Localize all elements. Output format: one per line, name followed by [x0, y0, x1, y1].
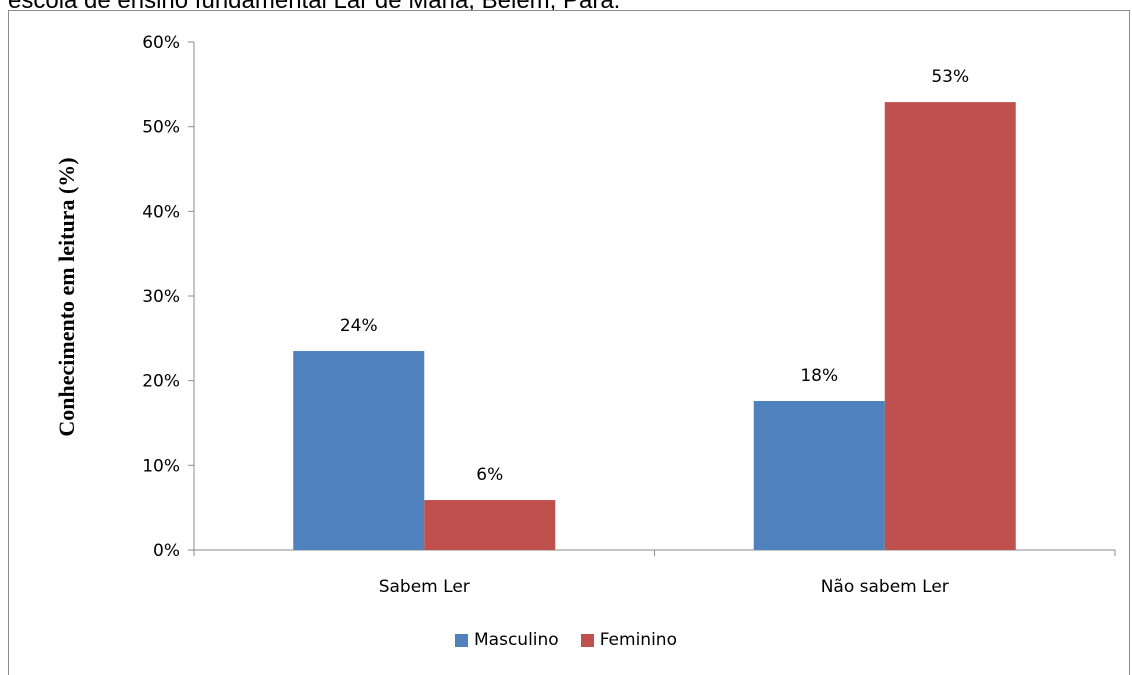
legend-label-feminino: Feminino	[599, 630, 677, 650]
legend-swatch-feminino	[580, 633, 594, 647]
bar-chart: Conhecimento em leitura (%) 0% 10% 20% 30% 4…	[54, 33, 1116, 597]
y-axis-label: Conhecimento em leitura (%)	[54, 157, 79, 436]
y-tick-label: 20%	[142, 372, 180, 392]
bar-value-label: 18%	[800, 366, 838, 386]
y-tick-label: 50%	[142, 118, 180, 138]
y-tick-label: 60%	[142, 33, 180, 53]
y-tick-label: 0%	[153, 541, 180, 561]
legend-item-feminino: Feminino	[580, 630, 677, 650]
y-tick-label: 10%	[142, 456, 180, 476]
legend-label-masculino: Masculino	[474, 630, 559, 650]
y-tick-label: 40%	[142, 202, 180, 222]
bar-value-label: 53%	[931, 67, 969, 87]
y-tick-label: 30%	[142, 287, 180, 307]
x-tick-label: Sabem Ler	[379, 577, 470, 597]
chart-frame	[8, 10, 1130, 675]
legend-item-masculino: Masculino	[455, 630, 559, 650]
data-labels: 24% 6% 18% 53%	[340, 67, 969, 485]
legend-swatch-masculino	[455, 633, 469, 647]
legend: Masculino Feminino	[0, 630, 1132, 650]
bar-value-label: 24%	[340, 316, 378, 336]
bar-value-label: 6%	[476, 465, 503, 485]
bar-feminino-1	[884, 102, 1016, 550]
bar-masculino-0	[293, 351, 425, 550]
bars	[293, 102, 1016, 550]
bar-masculino-1	[753, 400, 885, 550]
x-tick-label: Não sabem Ler	[821, 577, 949, 597]
bar-feminino-0	[424, 500, 556, 550]
